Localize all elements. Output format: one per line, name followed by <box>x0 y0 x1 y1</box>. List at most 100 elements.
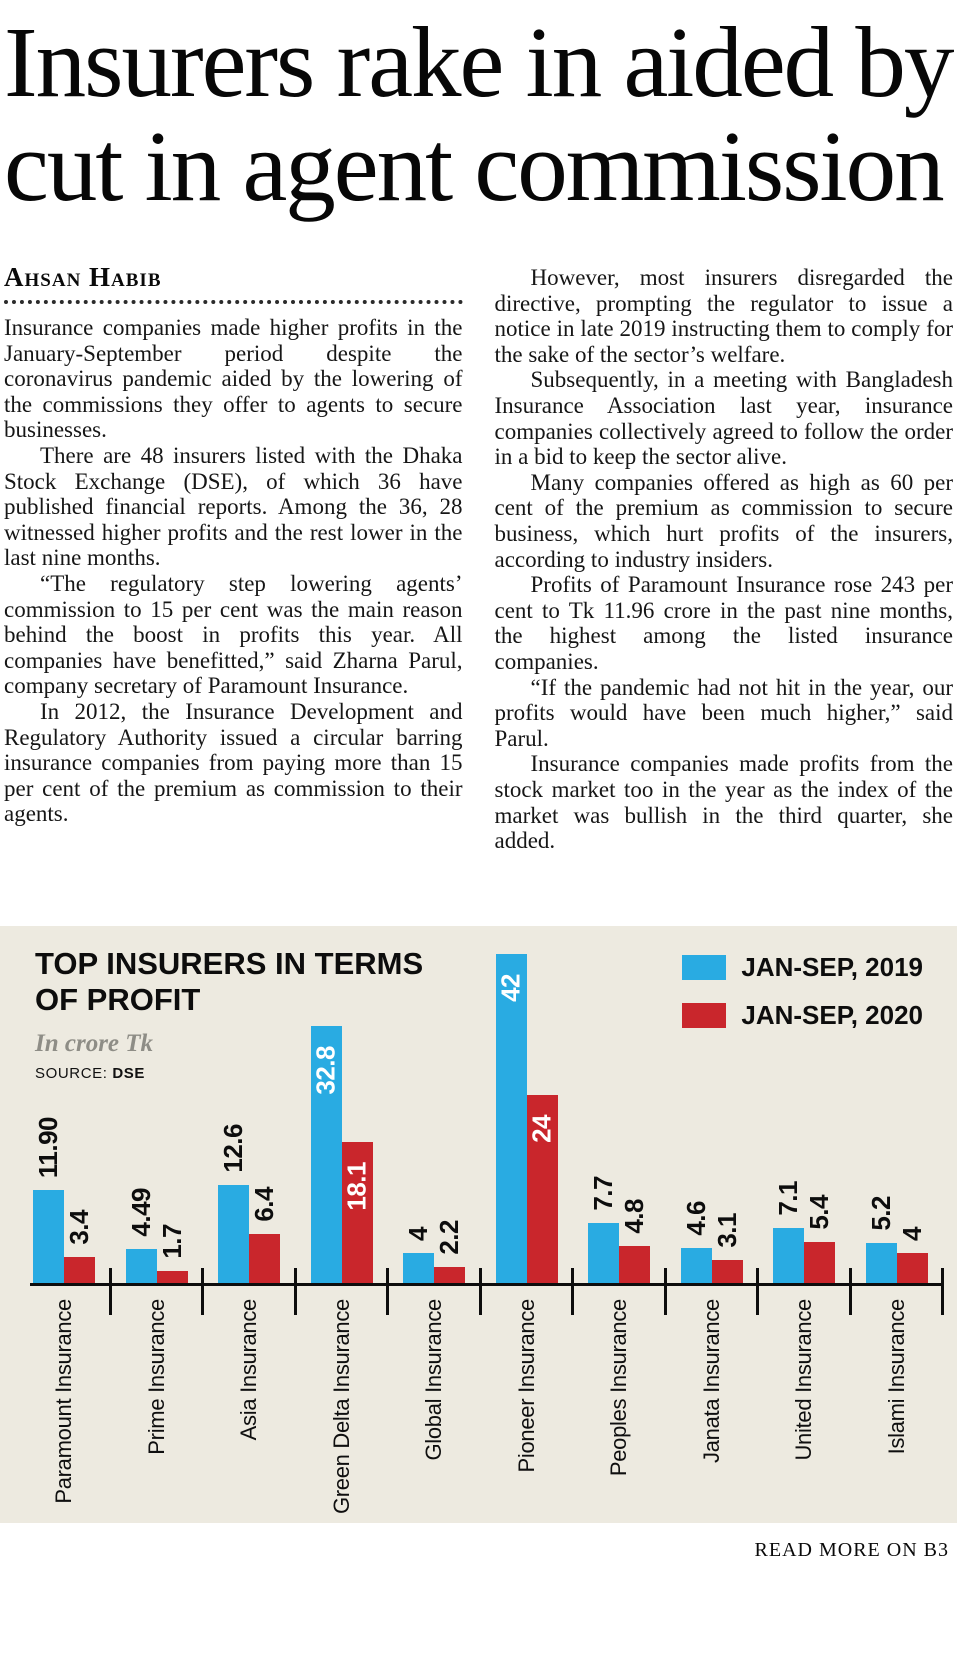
bar-2019 <box>865 1242 897 1284</box>
chart-group: 7.1 5.4 <box>758 926 852 1315</box>
axis-tick <box>201 1267 204 1315</box>
category-cell: Global Insurance <box>388 1299 481 1514</box>
bar-pair: 7.7 4.8 <box>588 1176 651 1284</box>
bar-2020 <box>711 1259 743 1284</box>
paragraph: However, most insurers disregarded the d… <box>494 265 954 367</box>
axis-tick <box>941 1267 944 1315</box>
bar-value-label: 1.7 <box>156 1224 187 1259</box>
axis-tick <box>386 1267 389 1315</box>
bar-value-label: 3.4 <box>64 1210 95 1245</box>
paragraph: There are 48 insurers listed with the Dh… <box>4 443 463 571</box>
category-cell: Prime Insurance <box>111 1299 204 1514</box>
bar-value-label: 3.1 <box>711 1213 742 1248</box>
category-label: Asia Insurance <box>236 1298 262 1441</box>
legend-label-2019: JAN-SEP, 2019 <box>741 951 923 982</box>
bar-column: 4 <box>896 1227 928 1284</box>
chart-group: 5.2 4 <box>851 926 944 1315</box>
category-cell: Janata Insurance <box>666 1299 759 1514</box>
column-2-text: However, most insurers disregarded the d… <box>495 265 954 854</box>
bar-value-label: 2.2 <box>434 1220 465 1255</box>
bar-2020 <box>434 1266 466 1284</box>
bar-2019 <box>218 1184 250 1284</box>
legend-swatch-2019 <box>682 954 727 980</box>
article-column-1: Ahsan Habib Insurance companies made hig… <box>4 262 463 854</box>
category-label: Prime Insurance <box>143 1298 169 1455</box>
paragraph: Insurance companies made higher profits … <box>4 315 463 443</box>
bar-2020 <box>249 1233 281 1284</box>
bar-column: 5.4 <box>804 1195 836 1284</box>
bar-2020 <box>156 1270 188 1284</box>
axis-tick <box>848 1267 852 1315</box>
legend-swatch-2020 <box>682 1002 727 1028</box>
paragraph: Profits of Paramount Insurance rose 243 … <box>494 572 954 674</box>
legend-item-2020: JAN-SEP, 2020 <box>682 1000 923 1031</box>
bar-value-label: 7.1 <box>773 1181 804 1216</box>
bar-column: 24 <box>526 1094 558 1284</box>
chart-group: 4 2.2 <box>388 926 482 1315</box>
category-label: Islami Insurance <box>883 1298 909 1455</box>
bar-pair: 42 24 <box>495 953 558 1284</box>
chart-group: 7.7 4.8 <box>573 926 667 1315</box>
chart-legend: JAN-SEP, 2019 JAN-SEP, 2020 <box>682 952 923 1048</box>
bar-column: 7.7 <box>588 1176 620 1284</box>
axis-tick <box>108 1267 112 1315</box>
legend-item-2019: JAN-SEP, 2019 <box>682 952 923 983</box>
chart-group: 4.49 1.7 <box>111 926 204 1315</box>
chart-source-value: DSE <box>112 1064 145 1082</box>
bar-value-label: 18.1 <box>341 1161 372 1211</box>
category-label: United Insurance <box>791 1298 817 1461</box>
bar-column: 4 <box>403 1227 435 1284</box>
axis-tick <box>293 1267 297 1315</box>
category-cell: Paramount Insurance <box>18 1299 111 1514</box>
bar-value-label: 42 <box>495 973 526 1002</box>
bar-pair: 5.2 4 <box>865 1196 928 1284</box>
axis-tick <box>478 1267 482 1315</box>
bar-column: 4.6 <box>680 1201 712 1284</box>
paragraph: In 2012, the Insurance Development and R… <box>4 698 463 827</box>
chart-title: TOP INSURERS IN TERMS OF PROFIT <box>35 945 424 1017</box>
bar-value-label: 11.90 <box>33 1116 64 1178</box>
chart-axis-line <box>30 1282 943 1286</box>
newspaper-page: Insurers rake in aided by cut in agent c… <box>0 6 957 1561</box>
bar-column: 7.1 <box>773 1181 805 1284</box>
bar-column: 5.2 <box>865 1196 897 1284</box>
chart-category-labels: Paramount Insurance Prime Insurance Asia I… <box>18 1299 943 1514</box>
bar-2019 <box>588 1222 620 1284</box>
chart-panel: TOP INSURERS IN TERMS OF PROFIT In crore… <box>0 925 957 1523</box>
read-more-link[interactable]: READ MORE ON B3 <box>754 1538 949 1561</box>
bar-2020: 24 <box>526 1094 558 1284</box>
bar-value-label: 5.2 <box>865 1196 896 1231</box>
bar-pair: 11.90 3.4 <box>33 1116 96 1284</box>
bar-column: 4.8 <box>619 1199 651 1284</box>
category-label: Janata Insurance <box>698 1298 724 1463</box>
bar-column: 32.8 <box>310 1025 342 1284</box>
bar-2019 <box>125 1248 157 1284</box>
axis-tick <box>663 1267 667 1315</box>
paragraph: “If the pandemic had not hit in the year… <box>494 674 954 751</box>
bar-column: 11.90 <box>33 1116 65 1284</box>
bar-value-label: 5.4 <box>804 1195 835 1230</box>
chart-group: 12.6 6.4 <box>203 926 297 1315</box>
bar-pair: 4.49 1.7 <box>125 1188 188 1284</box>
bar-2019 <box>33 1189 65 1284</box>
bar-2020 <box>64 1256 96 1284</box>
bar-value-label: 12.6 <box>218 1124 249 1173</box>
paragraph: “The regulatory step lowering agents’ co… <box>4 570 463 699</box>
article-headline: Insurers rake in aided by cut in agent c… <box>4 6 954 223</box>
article-column-2: However, most insurers disregarded the d… <box>495 262 954 854</box>
bar-2020 <box>619 1245 651 1284</box>
chart-group: 4.6 3.1 <box>666 926 759 1315</box>
bar-value-label: 32.8 <box>310 1045 341 1095</box>
category-cell: United Insurance <box>758 1299 851 1514</box>
bar-2019: 32.8 <box>310 1025 342 1284</box>
bar-2019 <box>773 1227 805 1284</box>
category-cell: Pioneer Insurance <box>481 1299 574 1514</box>
chart-group: 32.8 18.1 <box>296 926 389 1315</box>
category-cell: Islami Insurance <box>851 1299 944 1514</box>
legend-label-2020: JAN-SEP, 2020 <box>741 999 923 1030</box>
bar-pair: 4.6 3.1 <box>680 1201 743 1284</box>
chart-group: 11.90 3.4 <box>18 926 112 1315</box>
category-label: Global Insurance <box>421 1298 447 1461</box>
paragraph: Subsequently, in a meeting with Banglade… <box>494 367 954 470</box>
category-label: Peoples Insurance <box>606 1298 632 1476</box>
